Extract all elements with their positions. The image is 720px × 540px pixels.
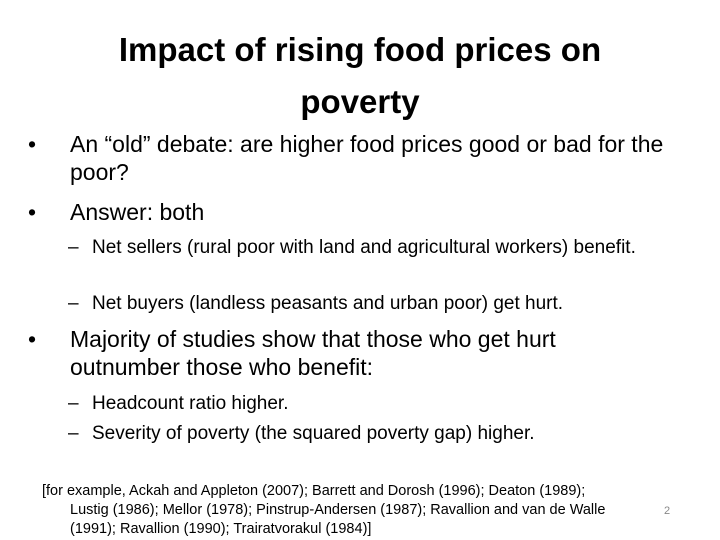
bullet-dot: • [28,199,37,225]
reference-line: [for example, Ackah and Appleton (2007);… [42,483,586,499]
bullet-majority-studies: • Majority of studies show that those wh… [28,325,668,381]
sub-bullet-text: Severity of poverty (the squared poverty… [92,423,535,444]
bullet-dot: • [28,131,37,157]
sub-bullet-text: Net sellers (rural poor with land and ag… [92,237,636,258]
bullet-dot: • [28,326,37,352]
bullet-answer: • Answer: both [28,198,668,226]
sub-bullet-net-sellers: – Net sellers (rural poor with land and … [68,236,658,259]
sub-bullet-dash: – [68,237,79,258]
slide-title: Impact of rising food prices on poverty [60,24,660,128]
title-line-2: poverty [300,83,420,120]
sub-bullet-severity: – Severity of poverty (the squared pover… [68,422,652,445]
references: [for example, Ackah and Appleton (2007);… [42,482,682,539]
reference-line: (1991); Ravallion (1990); Trairatvorakul… [70,521,372,537]
sub-bullet-text: Net buyers (landless peasants and urban … [92,293,564,314]
sub-bullet-headcount: – Headcount ratio higher. [68,392,652,415]
bullet-text: An “old” debate: are higher food prices … [70,131,664,185]
sub-bullet-dash: – [68,393,79,414]
sub-bullet-dash: – [68,293,79,314]
bullet-text: Answer: both [70,199,205,225]
sub-bullet-net-buyers: – Net buyers (landless peasants and urba… [68,292,672,315]
reference-line: Lustig (1986); Mellor (1978); Pinstrup-A… [70,502,606,518]
bullet-old-debate: • An “old” debate: are higher food price… [28,130,668,186]
title-line-1: Impact of rising food prices on [118,31,602,68]
page-number: 2 [664,505,671,517]
sub-bullet-dash: – [68,423,79,444]
sub-bullet-text: Headcount ratio higher. [92,393,289,414]
bullet-text: Majority of studies show that those who … [70,326,556,380]
